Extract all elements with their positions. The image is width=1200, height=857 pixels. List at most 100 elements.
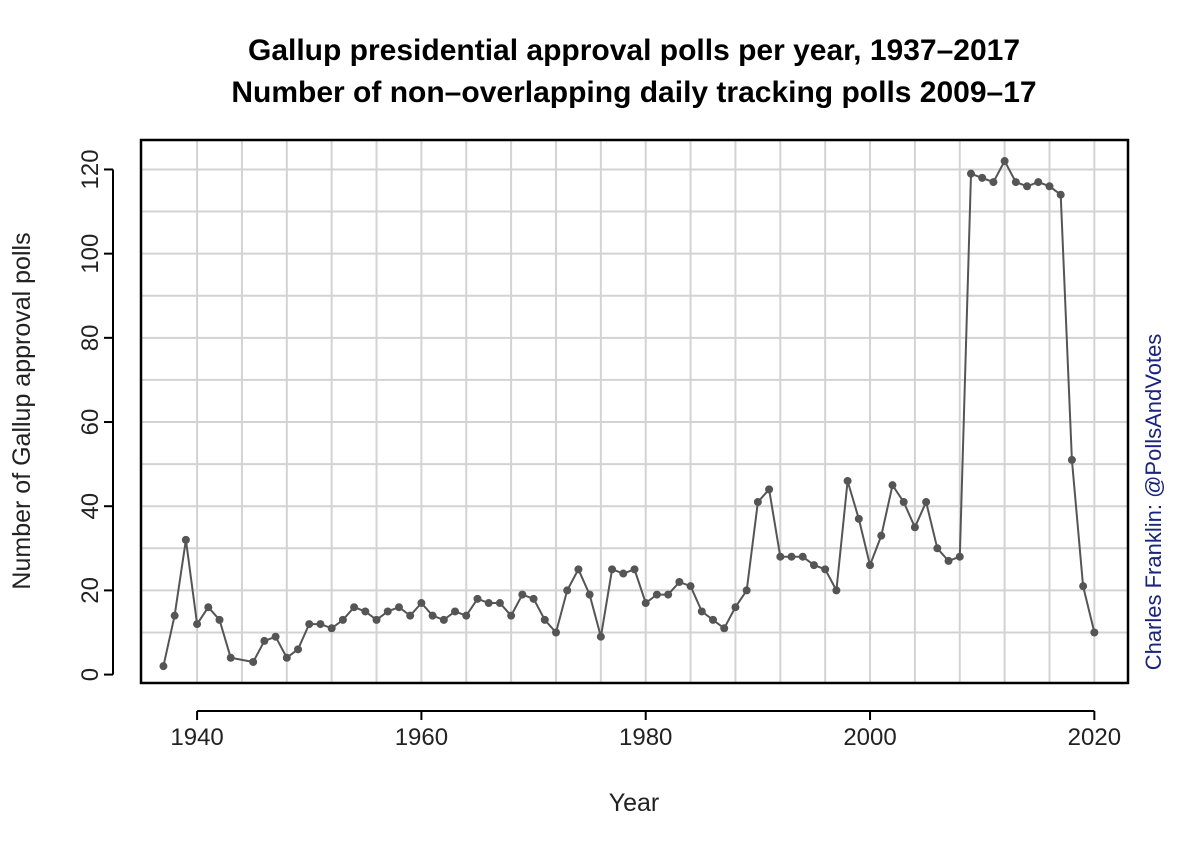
data-point xyxy=(193,620,202,629)
data-point xyxy=(1034,178,1043,187)
y-tick-label: 40 xyxy=(77,493,104,520)
data-point xyxy=(215,615,224,624)
data-point xyxy=(406,611,415,620)
data-point xyxy=(989,178,998,187)
data-point xyxy=(383,607,392,616)
data-point xyxy=(507,611,516,620)
x-tick-label: 1980 xyxy=(619,724,672,751)
data-point xyxy=(540,615,549,624)
data-point xyxy=(495,599,504,608)
data-point xyxy=(518,590,527,599)
data-point xyxy=(170,611,179,620)
data-point xyxy=(316,620,325,629)
data-point xyxy=(641,599,650,608)
data-point xyxy=(181,535,190,544)
data-point xyxy=(776,552,785,561)
data-point xyxy=(866,561,875,570)
y-tick-label: 80 xyxy=(77,324,104,351)
data-point xyxy=(350,603,359,612)
data-point xyxy=(585,590,594,599)
data-point xyxy=(529,594,538,603)
x-tick-label: 2020 xyxy=(1068,724,1121,751)
data-point xyxy=(372,615,381,624)
data-point xyxy=(1090,628,1099,637)
grid xyxy=(141,140,1128,683)
x-tick-label: 1960 xyxy=(395,724,448,751)
data-point xyxy=(944,556,953,565)
data-point xyxy=(966,169,975,178)
chart-title: Gallup presidential approval polls per y… xyxy=(248,34,1020,67)
data-point xyxy=(675,577,684,586)
data-point xyxy=(619,569,628,578)
data-point xyxy=(910,523,919,532)
data-point xyxy=(417,599,426,608)
data-point xyxy=(955,552,964,561)
data-point xyxy=(551,628,560,637)
series xyxy=(159,157,1099,671)
data-point xyxy=(338,615,347,624)
data-point xyxy=(439,615,448,624)
data-point xyxy=(473,594,482,603)
y-tick-label: 100 xyxy=(77,234,104,274)
y-tick-label: 60 xyxy=(77,409,104,436)
data-point xyxy=(888,481,897,490)
x-tick-label: 1940 xyxy=(170,724,223,751)
y-axis: 0 20 40 60 80 100 120 xyxy=(77,149,114,681)
data-point xyxy=(608,565,617,574)
data-point xyxy=(462,611,471,620)
data-point xyxy=(697,607,706,616)
data-point xyxy=(1023,182,1032,191)
data-point xyxy=(1056,190,1065,199)
data-point xyxy=(854,514,863,523)
data-point xyxy=(809,561,818,570)
data-point xyxy=(159,662,168,671)
y-tick-label: 120 xyxy=(77,149,104,189)
credit-label: Charles Franklin: @PollsAndVotes xyxy=(1141,334,1166,671)
data-point xyxy=(877,531,886,540)
data-point xyxy=(428,611,437,620)
data-point xyxy=(294,645,303,654)
data-point xyxy=(484,599,493,608)
data-point xyxy=(249,657,258,666)
data-point xyxy=(260,636,269,645)
plot-frame xyxy=(139,138,1130,685)
data-point xyxy=(204,603,213,612)
data-point xyxy=(574,565,583,574)
data-point xyxy=(361,607,370,616)
chart-subtitle: Number of non–overlapping daily tracking… xyxy=(231,76,1036,109)
data-point xyxy=(1079,582,1088,591)
data-point xyxy=(327,624,336,633)
data-point xyxy=(596,632,605,641)
data-point xyxy=(753,498,762,506)
data-point xyxy=(652,590,661,599)
data-point xyxy=(305,620,314,629)
y-tick-label: 20 xyxy=(77,577,104,604)
data-point xyxy=(226,653,235,662)
data-point xyxy=(271,632,280,641)
data-point xyxy=(978,173,987,182)
data-point xyxy=(720,624,729,633)
data-point xyxy=(282,653,291,662)
data-point xyxy=(451,607,460,616)
data-point xyxy=(630,565,639,574)
data-point xyxy=(843,476,852,485)
data-point xyxy=(742,586,751,595)
data-point xyxy=(1000,157,1009,166)
data-point xyxy=(1011,178,1020,187)
data-point xyxy=(798,552,807,561)
data-point xyxy=(1067,455,1076,464)
data-point xyxy=(787,552,796,561)
data-point xyxy=(664,590,673,599)
x-axis: 1940 1960 1980 2000 2020 xyxy=(170,710,1121,751)
x-tick-label: 2000 xyxy=(843,724,896,751)
x-axis-label: Year xyxy=(609,789,660,817)
data-point xyxy=(686,582,695,591)
data-point xyxy=(899,498,908,506)
data-point xyxy=(1045,182,1054,191)
data-point xyxy=(922,498,931,506)
data-point xyxy=(709,615,718,624)
data-point xyxy=(832,586,841,595)
data-point xyxy=(765,485,774,494)
y-tick-label: 0 xyxy=(77,668,104,681)
